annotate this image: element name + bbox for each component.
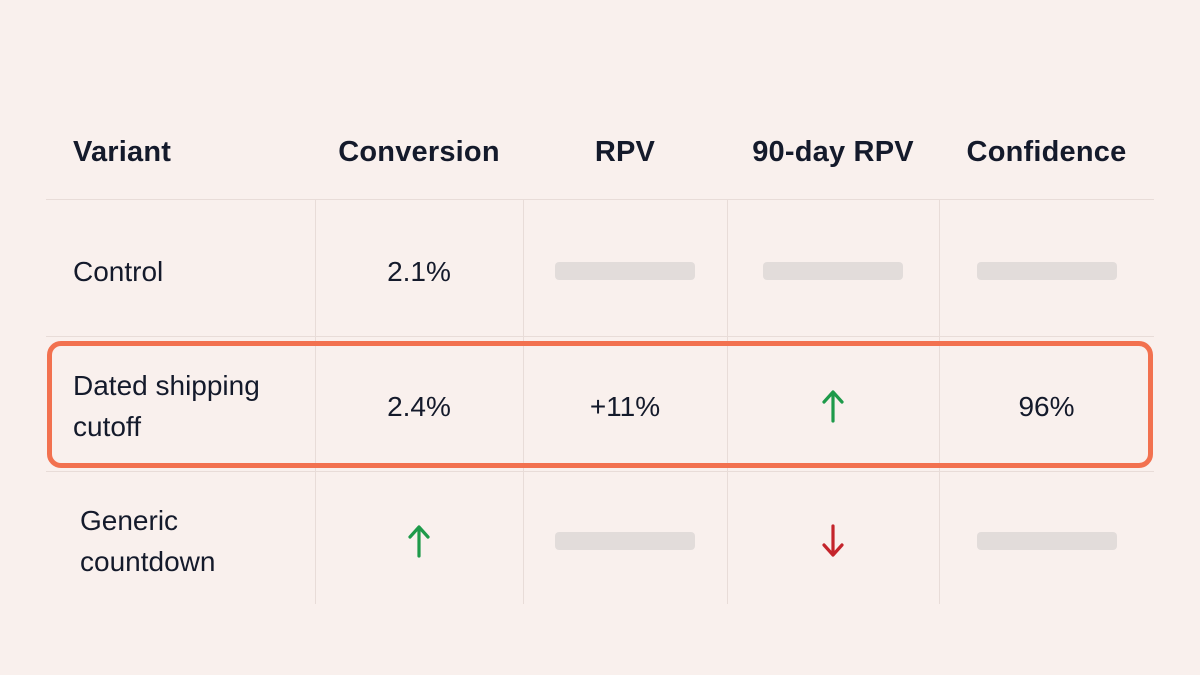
column-header-variant: Variant [73, 135, 172, 168]
row-dated-shipping-cutoff-rpv: +11% [589, 390, 661, 422]
column-divider [523, 200, 524, 604]
row-divider [46, 336, 1154, 337]
up-arrow-icon [408, 524, 430, 558]
placeholder-bar [976, 262, 1117, 280]
row-dated-shipping-cutoff-90-day-rpv [727, 380, 939, 432]
row-dated-shipping-cutoff-variant: Dated shipping cutoff [73, 370, 260, 442]
row-generic-countdown-90-day-rpv [727, 515, 939, 567]
row-generic-countdown-rpv-placeholder [523, 515, 727, 567]
placeholder-bar [763, 262, 903, 280]
row-generic-countdown-confidence-placeholder [939, 515, 1154, 567]
row-control-variant: Control [73, 255, 164, 287]
row-generic-countdown-variant: Generic countdown [80, 505, 216, 577]
column-divider [727, 200, 728, 604]
column-header-rpv: RPV [594, 135, 656, 168]
column-header-conversion: Conversion [338, 135, 500, 168]
placeholder-bar [555, 532, 695, 550]
row-control-rpv-placeholder [523, 245, 727, 297]
row-divider [46, 471, 1154, 472]
row-dated-shipping-cutoff-confidence: 96% [1018, 390, 1075, 422]
column-header-90-day-rpv: 90-day RPV [752, 135, 914, 168]
column-divider [315, 200, 316, 604]
placeholder-bar [976, 532, 1117, 550]
row-control-conversion: 2.1% [387, 255, 451, 287]
header-divider [46, 199, 1154, 200]
row-control-confidence-placeholder [939, 245, 1154, 297]
placeholder-bar [555, 262, 695, 280]
row-control-90-day-rpv-placeholder [727, 245, 939, 297]
down-arrow-icon [822, 524, 844, 558]
column-divider [939, 200, 940, 604]
row-generic-countdown-conversion [315, 515, 523, 567]
row-dated-shipping-cutoff-conversion: 2.4% [387, 390, 451, 422]
column-header-confidence: Confidence [966, 135, 1127, 168]
up-arrow-icon [822, 389, 844, 423]
